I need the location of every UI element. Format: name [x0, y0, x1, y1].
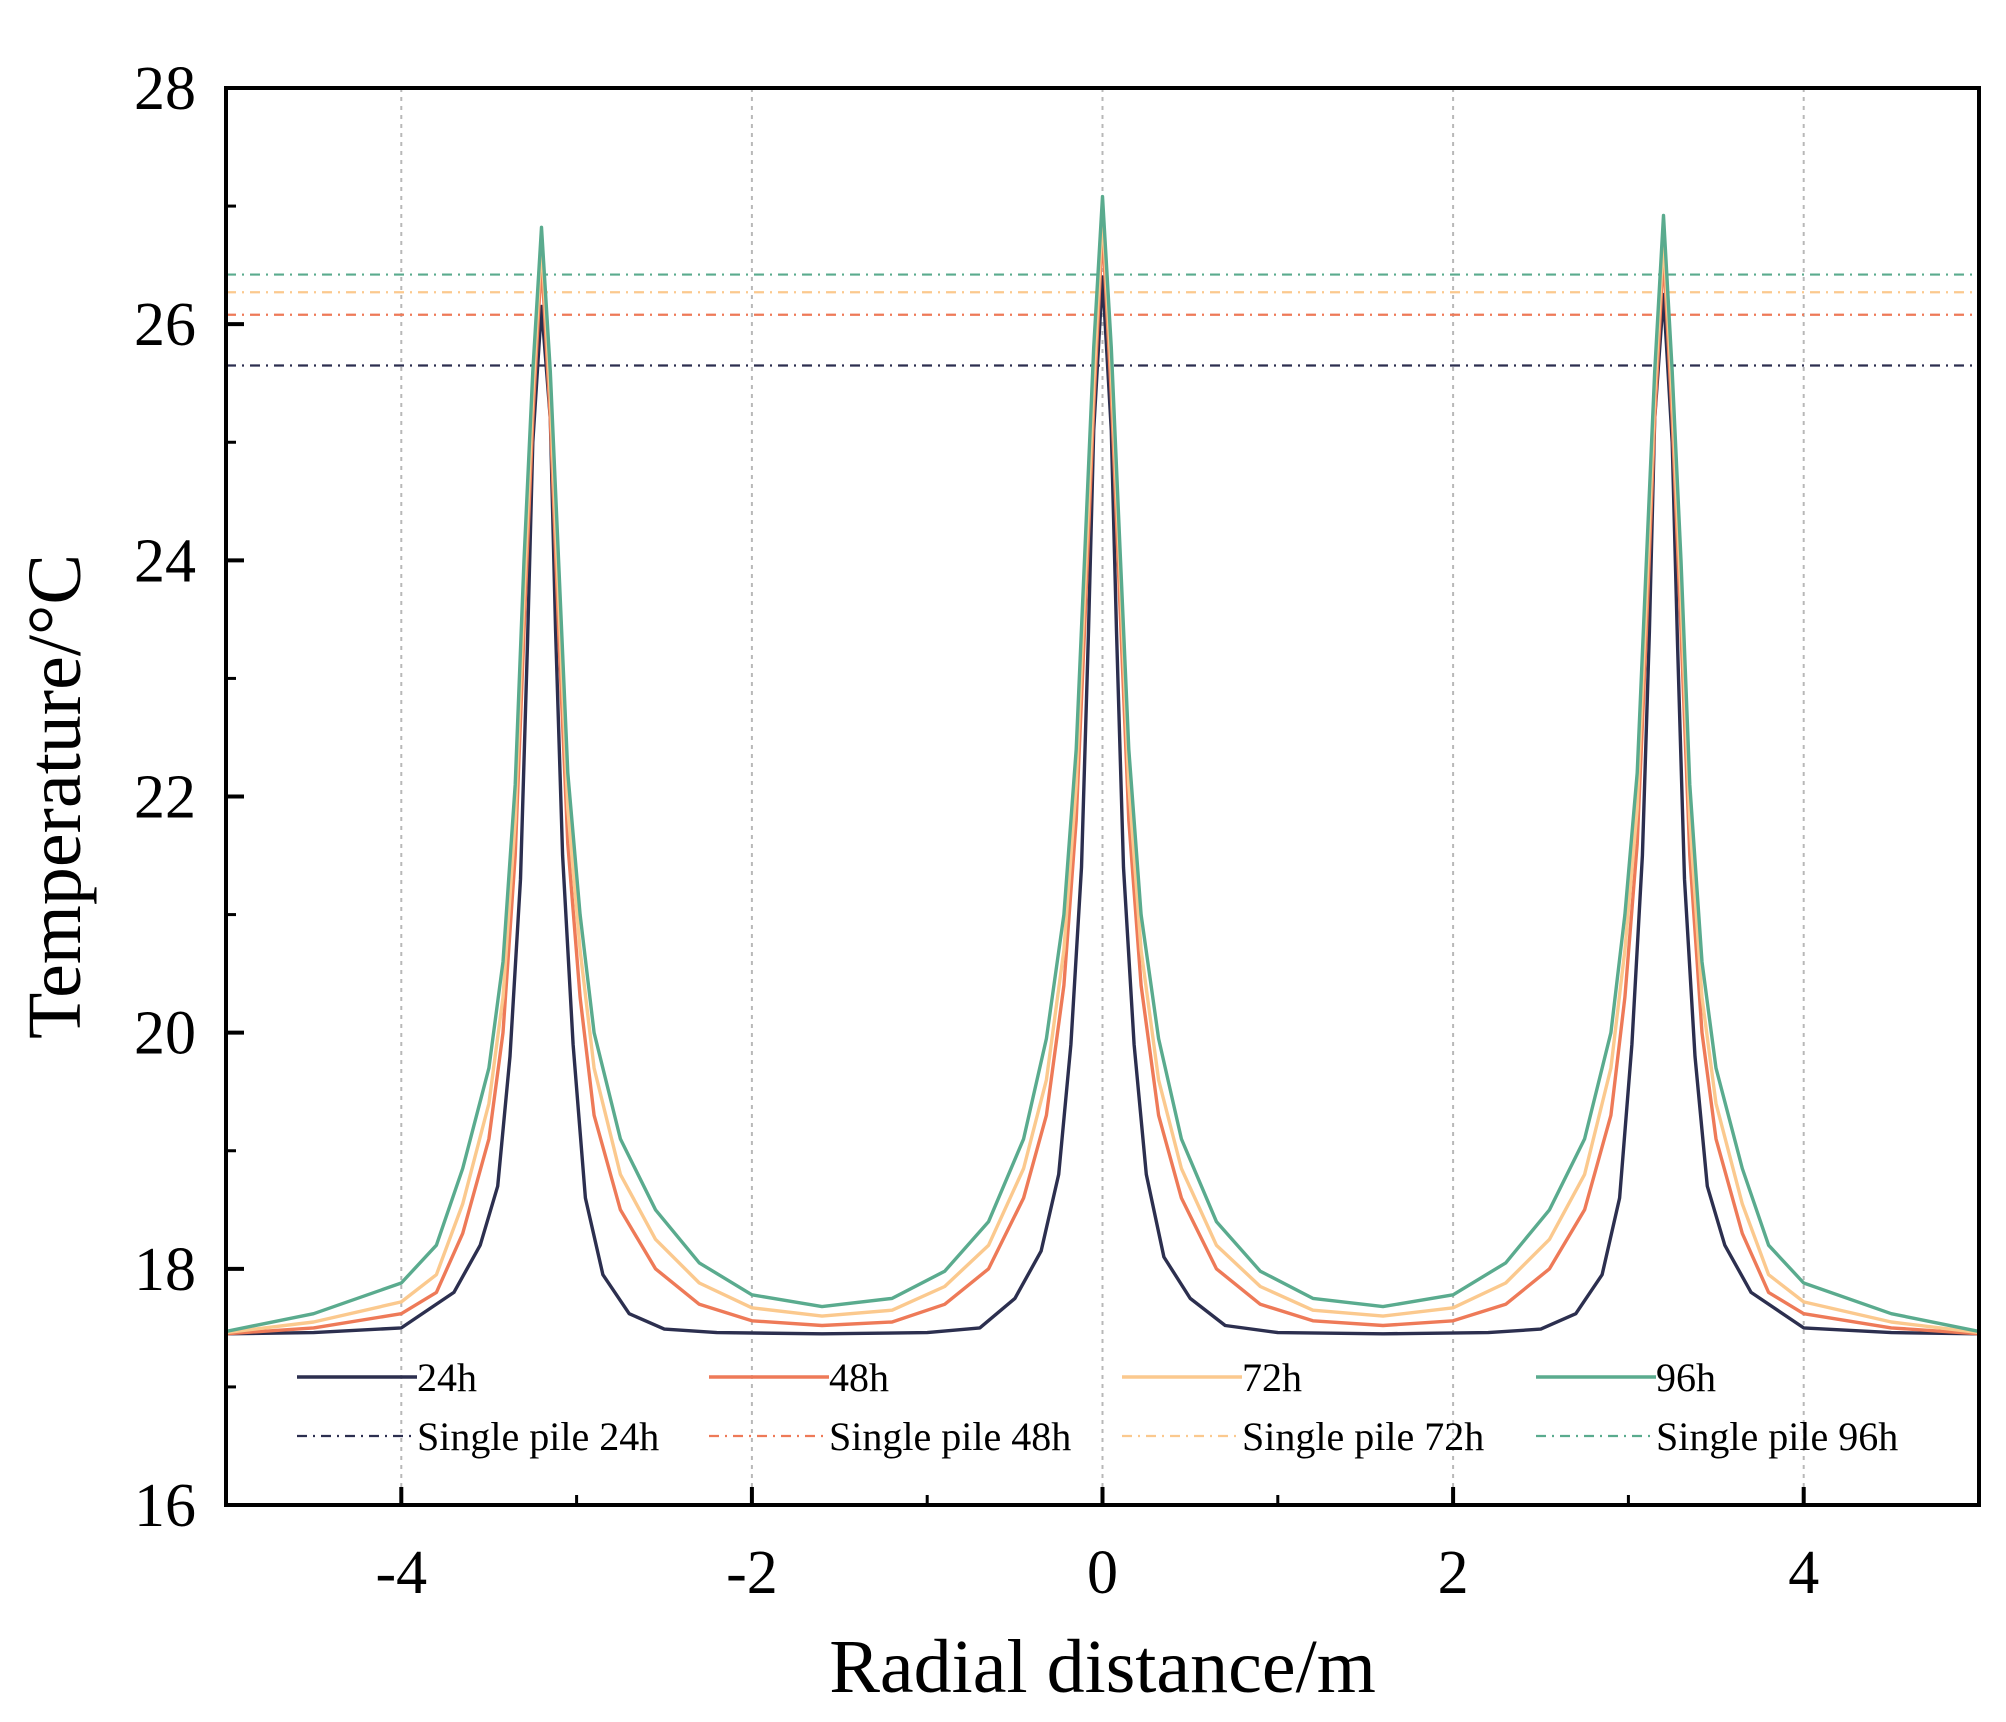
series-lines — [225, 194, 1980, 1336]
legend-label-ref-4: Single pile 96h — [1656, 1414, 1898, 1459]
y-tick-label: 20 — [134, 1000, 196, 1068]
reference-lines — [226, 273, 1979, 367]
x-axis-title: Radial distance/m — [829, 1625, 1376, 1709]
legend-label-72h: 72h — [1242, 1355, 1302, 1400]
y-tick-label: 18 — [134, 1236, 196, 1304]
x-tick-label: 2 — [1438, 1539, 1469, 1607]
legend-label-ref-2: Single pile 48h — [829, 1414, 1071, 1459]
y-tick-label: 16 — [134, 1472, 196, 1540]
y-tick-label: 22 — [134, 764, 196, 832]
legend-label-ref-1: Single pile 24h — [417, 1414, 659, 1459]
x-tick-label: -4 — [375, 1539, 427, 1607]
legend-label-48h: 48h — [829, 1355, 889, 1400]
legend: 24h 48h 72h 96h Single pile 24h Single pile 4… — [297, 1355, 1898, 1459]
legend-label-ref-3: Single pile 72h — [1242, 1414, 1484, 1459]
x-tick-label: -2 — [726, 1539, 778, 1607]
legend-label-24h: 24h — [417, 1355, 477, 1400]
y-axis-title: Temperature/°C — [13, 554, 97, 1039]
legend-label-96h: 96h — [1656, 1355, 1716, 1400]
y-tick-label: 26 — [134, 291, 196, 359]
series-line-96h — [225, 194, 1980, 1334]
x-tick-label: 0 — [1087, 1539, 1118, 1607]
x-tick-label: 4 — [1788, 1539, 1819, 1607]
grid-lines — [400, 88, 1805, 1505]
y-tick-label: 24 — [134, 527, 196, 595]
y-tick-label: 28 — [134, 55, 196, 123]
series-line-24h — [225, 275, 1980, 1336]
